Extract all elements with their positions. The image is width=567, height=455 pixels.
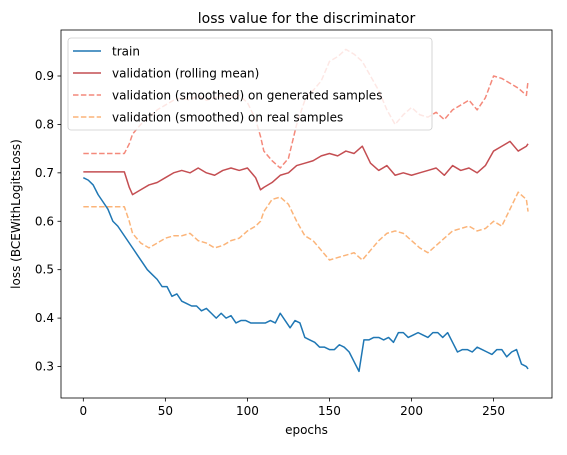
y-tick-label: 0.7 (35, 166, 54, 180)
x-tick-label: 50 (158, 404, 173, 418)
y-tick-label: 0.9 (35, 69, 54, 83)
chart-title: loss value for the discriminator (198, 11, 416, 27)
x-tick-label: 200 (400, 404, 423, 418)
x-axis-ticks: 0 50 100 150 200 250 (79, 398, 505, 418)
x-axis-label: epochs (285, 423, 328, 437)
legend-label: validation (smoothed) on real samples (112, 111, 343, 125)
x-tick-label: 250 (482, 404, 505, 418)
legend-box (67, 37, 433, 131)
y-axis-ticks: 0.3 0.4 0.5 0.6 0.7 0.8 0.9 (35, 69, 61, 374)
series-line-1 (83, 140, 529, 196)
y-tick-label: 0.4 (35, 311, 54, 325)
x-tick-label: 0 (79, 404, 87, 418)
y-tick-label: 0.6 (35, 214, 54, 228)
x-tick-label: 150 (318, 404, 341, 418)
legend-label: validation (smoothed) on generated sampl… (112, 89, 382, 103)
y-tick-label: 0.3 (35, 360, 54, 374)
y-tick-label: 0.5 (35, 263, 54, 277)
axes-frame (60, 29, 553, 399)
series-line-0 (82, 177, 529, 373)
y-tick-label: 0.8 (35, 117, 54, 131)
legend-label: train (112, 45, 140, 59)
y-axis-label: loss (BCEWithLogitsLoss) (9, 139, 23, 289)
legend-label: validation (rolling mean) (112, 67, 259, 81)
x-tick-label: 100 (236, 404, 259, 418)
series-line-3 (83, 191, 529, 261)
legend: train validation (rolling mean) validation… (67, 37, 433, 131)
